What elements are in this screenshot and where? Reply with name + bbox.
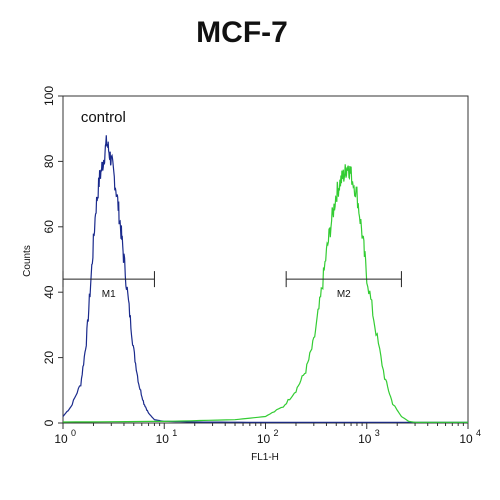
y-tick-label: 80: [42, 154, 56, 168]
y-tick-label: 0: [42, 419, 56, 426]
marker-label: M1: [102, 289, 116, 300]
x-tick-label: 10: [257, 432, 271, 446]
x-tick-exponent: 4: [476, 428, 481, 438]
x-axis: 10 0 10 1 10 2 10 3 10 4: [54, 423, 481, 446]
y-axis-label: Counts: [22, 245, 33, 277]
x-tick-exponent: 0: [71, 428, 76, 438]
x-tick-exponent: 1: [172, 428, 177, 438]
x-tick-label: 10: [358, 432, 372, 446]
x-tick-label: 10: [459, 432, 473, 446]
x-axis-label: FL1-H: [251, 452, 279, 463]
series-line-sample: [62, 164, 468, 423]
chart-title: MCF-7: [196, 16, 288, 49]
y-axis: 0 20 40 60 80 100: [42, 86, 63, 426]
series-layer: [62, 135, 468, 423]
x-tick-exponent: 3: [375, 428, 380, 438]
marker-layer: M1 M2: [62, 271, 402, 300]
y-tick-label: 60: [42, 220, 56, 234]
y-tick-label: 100: [42, 86, 56, 106]
x-tick-exponent: 2: [274, 428, 279, 438]
x-tick-label: 10: [54, 432, 68, 446]
x-tick-label: 10: [156, 432, 170, 446]
marker-label: M2: [337, 289, 351, 300]
control-annotation: control: [81, 109, 126, 126]
y-tick-label: 20: [42, 351, 56, 365]
y-tick-label: 40: [42, 285, 56, 299]
